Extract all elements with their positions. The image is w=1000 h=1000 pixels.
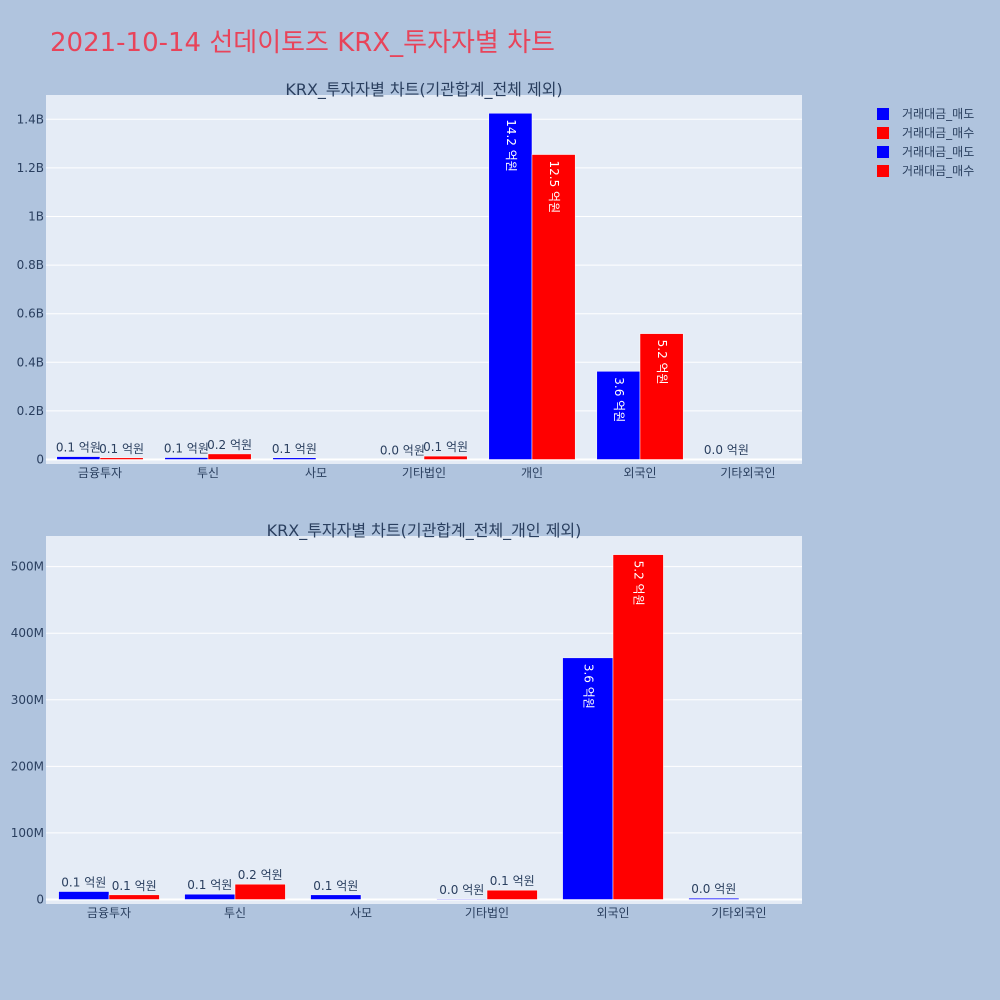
legend-swatch [877, 127, 889, 139]
x-tick-label: 사모 [350, 906, 372, 920]
data-label: 3.6 억원 [581, 664, 595, 709]
x-tick-label: 기타외국인 [711, 906, 766, 920]
data-label: 0.1 억원 [490, 874, 535, 888]
y-tick-label: 0.2B [17, 404, 44, 418]
y-tick-label: 100M [11, 826, 44, 840]
x-tick-label: 투신 [197, 466, 219, 480]
bar-buy [639, 333, 684, 460]
bar-buy [531, 154, 576, 460]
y-tick-label: 0.8B [17, 258, 44, 272]
legend-entry: 거래대금_매도 [902, 107, 974, 121]
y-tick-label: 0 [36, 453, 44, 467]
x-tick-label: 개인 [521, 466, 543, 480]
data-label: 0.1 억원 [99, 442, 144, 456]
data-label: 0.1 억원 [112, 879, 157, 893]
bar-sell [164, 457, 209, 460]
y-tick-label: 1B [28, 210, 44, 224]
x-tick-label: 기타외국인 [720, 466, 775, 480]
data-label: 0.1 억원 [313, 879, 358, 893]
data-label: 5.2 억원 [655, 340, 669, 385]
chart-title-0: KRX_투자자별 차트(기관합계_전체 제외) [285, 80, 562, 100]
legend-entry: 거래대금_매수 [902, 126, 974, 140]
y-tick-label: 1.4B [17, 112, 44, 126]
bar-buy [234, 883, 286, 900]
data-label: 0.0 억원 [704, 443, 749, 457]
bar-buy [612, 554, 664, 900]
y-tick-label: 300M [11, 693, 44, 707]
bar-buy [423, 455, 468, 460]
plot-area-0 [46, 95, 802, 464]
bar-buy [99, 457, 144, 460]
data-label: 5.2 억원 [632, 561, 646, 606]
x-tick-label: 외국인 [623, 466, 656, 480]
bar-buy [207, 453, 252, 460]
data-label: 0.1 억원 [187, 878, 232, 892]
y-tick-label: 400M [11, 626, 44, 640]
x-tick-label: 투신 [224, 906, 246, 920]
y-tick-label: 500M [11, 560, 44, 574]
data-label: 12.5 억원 [547, 161, 561, 214]
data-label: 0.1 억원 [56, 441, 101, 455]
y-tick-label: 1.2B [17, 161, 44, 175]
data-label: 0.1 억원 [61, 876, 106, 890]
data-label: 0.1 억원 [272, 442, 317, 456]
x-tick-label: 기타법인 [465, 906, 509, 920]
bar-sell [56, 456, 101, 460]
legend-swatch [877, 146, 889, 158]
page-title: 2021-10-14 선데이토즈 KRX_투자자별 차트 [50, 28, 555, 58]
bar-sell [488, 112, 533, 460]
data-label: 3.6 억원 [612, 377, 626, 422]
x-tick-label: 사모 [305, 466, 327, 480]
legend-swatch [877, 108, 889, 120]
data-label: 0.0 억원 [439, 883, 484, 897]
y-tick-label: 0 [36, 893, 44, 907]
bar-sell [596, 371, 641, 460]
bar-sell [436, 898, 488, 900]
x-tick-label: 기타법인 [402, 466, 446, 480]
data-label: 0.0 억원 [380, 443, 425, 457]
bar-sell [58, 891, 110, 900]
legend-entry: 거래대금_매도 [902, 145, 974, 159]
data-label: 0.2 억원 [238, 868, 283, 882]
x-tick-label: 금융투자 [87, 906, 131, 920]
plot-area-1 [46, 536, 802, 904]
data-label: 0.0 억원 [691, 882, 736, 896]
y-tick-label: 200M [11, 759, 44, 773]
legend-entry: 거래대금_매수 [902, 164, 974, 178]
bar-sell [688, 897, 740, 900]
bar-sell [272, 457, 317, 460]
bar-sell [380, 459, 425, 461]
bar-buy [486, 889, 538, 900]
x-tick-label: 금융투자 [78, 466, 122, 480]
data-label: 0.2 억원 [207, 438, 252, 452]
data-label: 0.1 억원 [423, 440, 468, 454]
data-label: 0.1 억원 [164, 442, 209, 456]
y-tick-label: 0.4B [17, 355, 44, 369]
bar-sell [184, 893, 236, 900]
bar-sell [704, 458, 749, 460]
x-tick-label: 외국인 [596, 906, 629, 920]
data-label: 14.2 억원 [504, 119, 518, 172]
bar-sell [310, 894, 362, 900]
y-tick-label: 0.6B [17, 307, 44, 321]
chart-title-1: KRX_투자자별 차트(기관합계_전체_개인 제외) [267, 521, 582, 541]
bar-buy [108, 894, 160, 900]
legend-swatch [877, 165, 889, 177]
